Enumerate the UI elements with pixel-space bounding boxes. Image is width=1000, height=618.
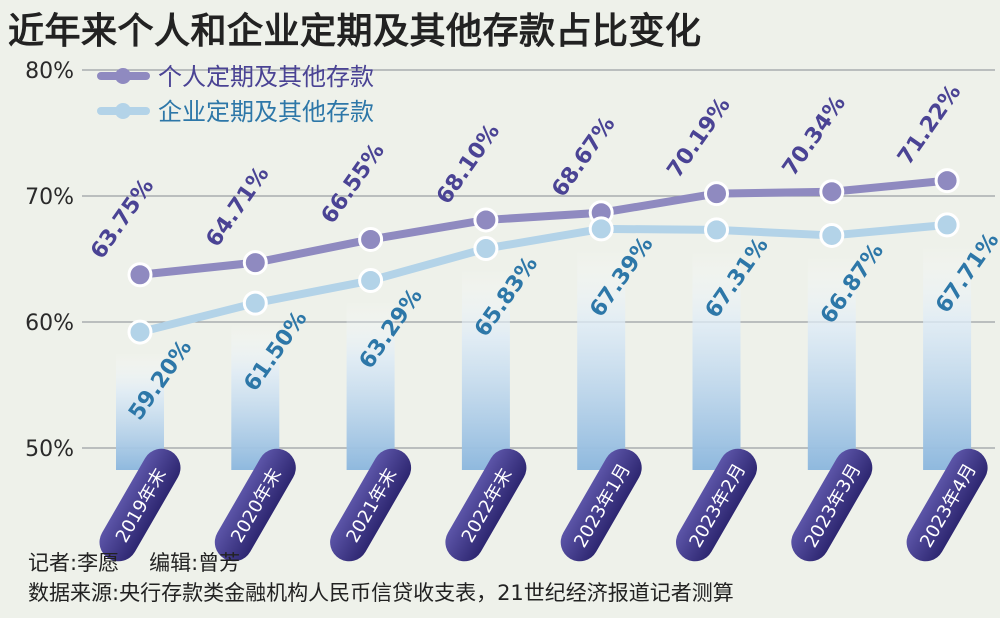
- legend-label: 企业定期及其他存款: [158, 98, 374, 126]
- data-label: 68.67%: [547, 112, 620, 201]
- data-label: 70.19%: [663, 93, 736, 182]
- series-line: [136, 176, 952, 279]
- category-column: [807, 255, 856, 470]
- reporter-credit: 记者:李愿: [28, 551, 120, 575]
- data-point: [127, 319, 153, 345]
- data-point: [934, 212, 960, 238]
- legend-label: 个人定期及其他存款: [158, 63, 374, 91]
- ribbon-shape: [330, 448, 412, 562]
- ribbon-shape: [560, 448, 642, 562]
- data-labels: 63.75% 64.71% 66.55% 68.10% 68.67% 70.19% 70.3…: [86, 80, 1000, 425]
- ribbon-shape: [906, 448, 988, 562]
- ribbon-shape: [445, 448, 527, 562]
- category-columns: [116, 244, 972, 470]
- data-point: [358, 226, 384, 252]
- data-point: [358, 268, 384, 294]
- data-point: [704, 217, 729, 243]
- category-column: [231, 323, 280, 470]
- data-label: 71.22%: [893, 80, 966, 169]
- category-column: [692, 249, 741, 470]
- chart-title: 近年来个人和企业定期及其他存款占比变化: [8, 11, 702, 52]
- data-point: [242, 290, 268, 316]
- data-point: [473, 236, 499, 262]
- data-point: [242, 250, 268, 276]
- category-column: [346, 300, 395, 470]
- y-axis-ticks: 50% 60% 70% 80%: [25, 59, 74, 462]
- credits-line: 记者:李愿 编辑:曾芳: [28, 547, 240, 577]
- data-label: 66.55%: [317, 139, 390, 228]
- series-lines: [127, 168, 960, 345]
- data-label: 63.75%: [86, 174, 159, 263]
- ribbon-shape: [791, 448, 873, 562]
- y-tick-label: 50%: [25, 437, 74, 462]
- data-point: [819, 179, 845, 205]
- category-column: [461, 268, 510, 470]
- data-point: [934, 168, 960, 194]
- y-tick-label: 70%: [25, 185, 74, 210]
- source-note: 数据来源:央行存款类金融机构人民币信贷收支表，21世纪经济报道记者测算: [28, 581, 734, 605]
- y-tick-label: 60%: [25, 311, 74, 336]
- data-point: [819, 222, 845, 248]
- y-tick-label: 80%: [25, 59, 74, 84]
- data-point: [473, 207, 499, 233]
- ribbon-shape: [214, 448, 296, 562]
- data-point: [704, 181, 729, 207]
- data-label: 64.71%: [201, 162, 274, 251]
- editor-credit: 编辑:曾芳: [149, 551, 241, 575]
- ribbon-shape: [676, 448, 757, 562]
- category-column: [577, 248, 626, 470]
- data-point: [588, 216, 614, 242]
- ribbon-shape: [99, 448, 181, 562]
- data-label: 70.34%: [778, 91, 851, 180]
- category-column: [923, 244, 972, 470]
- series-line: [136, 220, 952, 337]
- data-point: [127, 262, 153, 288]
- legend-marker: [115, 68, 131, 84]
- legend-marker: [115, 103, 131, 119]
